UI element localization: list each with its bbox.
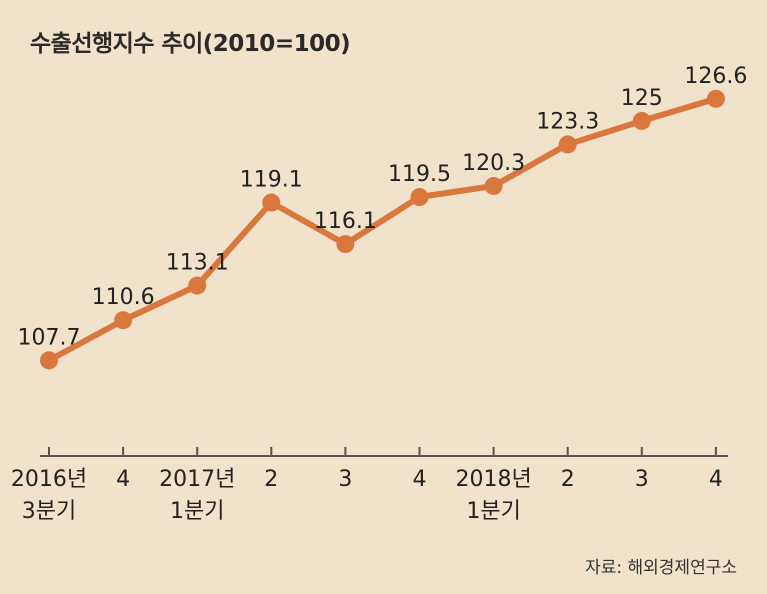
data-label: 120.3 [462,151,525,176]
chart-title: 수출선행지수 추이(2010=100) [30,31,351,57]
data-point [410,188,429,207]
x-tick-label: 3 [338,467,352,492]
x-tick-label: 2018년 1분기 [455,467,531,524]
data-point [558,135,577,154]
data-point [632,111,651,130]
source-note: 자료: 해외경제연구소 [585,558,737,578]
data-label: 113.1 [166,251,229,276]
series-line [46,95,719,364]
x-tick-label: 4 [709,467,723,492]
data-label: 123.3 [536,109,599,134]
data-point [114,311,133,330]
x-tick-label: 3 [635,467,649,492]
x-tick-label: 2 [561,467,575,492]
data-label: 116.1 [314,209,377,234]
data-point [336,235,355,254]
x-tick-label: 4 [413,467,427,492]
data-label: 125 [621,86,663,111]
data-point [706,89,725,108]
x-tick-label: 4 [116,467,130,492]
x-tick-label: 2017년 1분기 [159,467,235,524]
data-label: 126.6 [684,64,747,89]
data-label: 110.6 [92,285,155,310]
data-label: 119.1 [240,168,303,193]
data-label: 119.5 [388,162,451,187]
data-label: 107.7 [18,325,81,350]
x-tick-label: 2 [264,467,278,492]
data-point [188,276,207,295]
data-point [40,351,58,370]
data-point [262,193,281,212]
x-tick-label: 2016년 3분기 [11,467,87,524]
data-point [484,176,503,195]
